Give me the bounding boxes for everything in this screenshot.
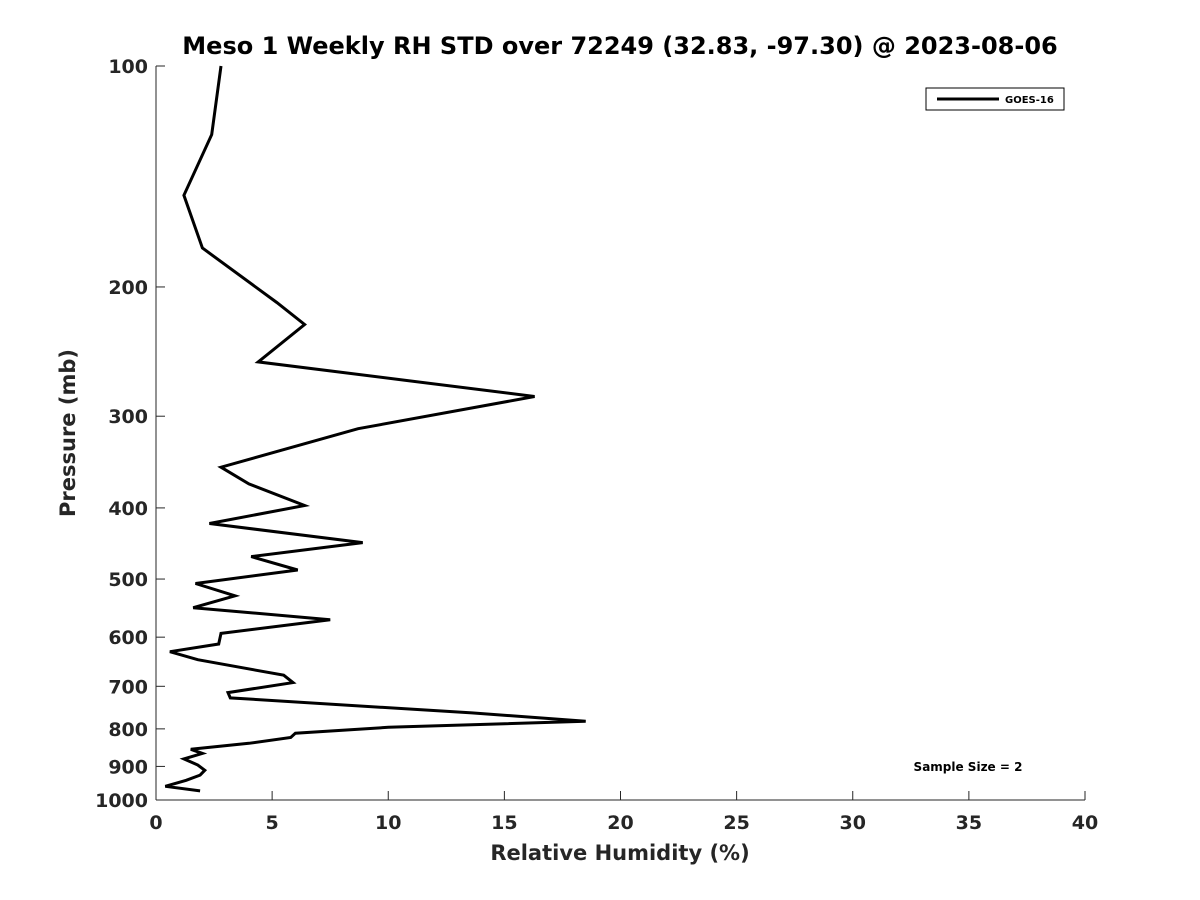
y-axis-ticks: 100 200 300 400 500 600 700 800 900 1000: [95, 56, 165, 812]
series-layer: [164, 65, 586, 793]
x-tick-label: 40: [1072, 812, 1098, 834]
x-tick-label: 15: [491, 812, 517, 834]
sample-size-annotation: Sample Size = 2: [914, 760, 1023, 774]
y-tick-label: 800: [108, 719, 148, 741]
x-axis-label: Relative Humidity (%): [490, 841, 749, 865]
chart-title: Meso 1 Weekly RH STD over 72249 (32.83, …: [182, 32, 1057, 60]
y-axis-label: Pressure (mb): [56, 349, 80, 517]
legend: GOES-16: [925, 87, 1065, 111]
y-tick-label: 700: [108, 676, 148, 698]
x-tick-label: 30: [840, 812, 866, 834]
y-tick-label: 300: [108, 406, 148, 428]
x-tick-label: 25: [723, 812, 749, 834]
y-tick-label: 100: [108, 56, 148, 78]
y-tick-label: 200: [108, 277, 148, 299]
x-tick-label: 0: [149, 812, 162, 834]
x-axis-ticks: 0 5 10 15 20 25 30 35 40: [149, 791, 1098, 834]
x-tick-label: 5: [266, 812, 279, 834]
y-tick-label: 900: [108, 756, 148, 778]
x-tick-label: 35: [956, 812, 982, 834]
y-tick-label: 600: [108, 627, 148, 649]
x-tick-label: 20: [607, 812, 633, 834]
legend-label-goes-16: GOES-16: [1005, 95, 1054, 106]
y-tick-label: 500: [108, 569, 148, 591]
y-tick-label: 400: [108, 498, 148, 520]
x-tick-label: 10: [375, 812, 401, 834]
series-line-goes-16: [164, 65, 586, 793]
y-tick-label: 1000: [95, 790, 148, 812]
